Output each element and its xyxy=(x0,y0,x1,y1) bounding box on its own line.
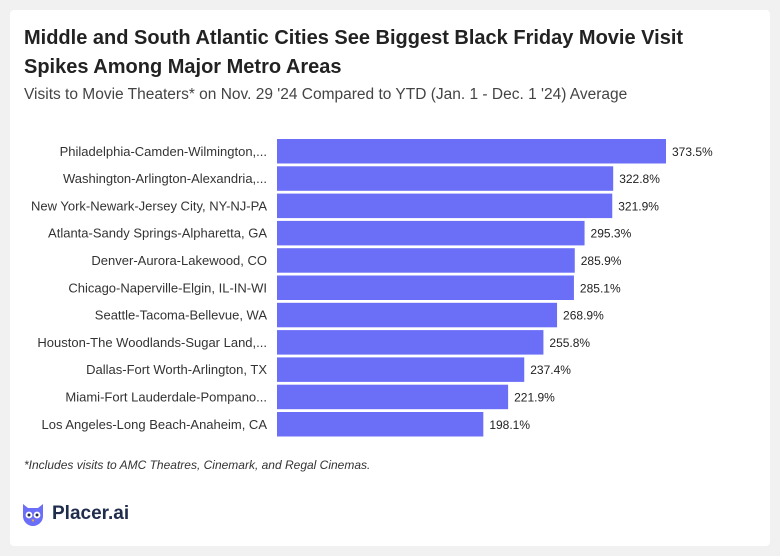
footnote: *Includes visits to AMC Theatres, Cinema… xyxy=(24,458,371,472)
bar-9 xyxy=(277,384,509,410)
value-label: 322.8% xyxy=(619,172,660,186)
category-label: Philadelphia-Camden-Wilmington,... xyxy=(60,144,267,159)
value-label: 285.9% xyxy=(581,254,622,268)
bar-4 xyxy=(277,248,575,273)
bar-2 xyxy=(277,193,613,219)
bar-0 xyxy=(277,139,666,164)
category-label: Miami-Fort Lauderdale-Pompano... xyxy=(65,389,267,404)
value-label: 285.1% xyxy=(580,281,621,295)
value-label: 198.1% xyxy=(489,418,530,432)
bar-8 xyxy=(277,357,525,382)
bar-7 xyxy=(277,330,544,355)
category-label: Chicago-Naperville-Elgin, IL-IN-WI xyxy=(68,280,267,295)
category-label: Los Angeles-Long Beach-Anaheim, CA xyxy=(42,417,268,432)
value-label: 255.8% xyxy=(549,336,590,350)
bar-chart: Philadelphia-Camden-Wilmington,... 373.5%… xyxy=(31,139,713,437)
category-label: Dallas-Fort Worth-Arlington, TX xyxy=(86,362,267,377)
value-label: 268.9% xyxy=(563,309,604,323)
chart-title: Middle and South Atlantic Cities See Big… xyxy=(24,27,684,78)
brand: Placer.ai xyxy=(20,500,129,528)
bar-1 xyxy=(277,166,614,191)
category-label: Washington-Arlington-Alexandria,... xyxy=(63,171,267,186)
brand-name: Placer.ai xyxy=(52,503,130,524)
bar-3 xyxy=(277,220,585,246)
chart-subtitle: Visits to Movie Theaters* on Nov. 29 '24… xyxy=(24,86,628,103)
category-label: Seattle-Tacoma-Bellevue, WA xyxy=(95,308,268,323)
bar-10 xyxy=(277,412,484,437)
bar-5 xyxy=(277,275,574,300)
bar-6 xyxy=(277,302,558,328)
value-label: 373.5% xyxy=(672,145,713,159)
category-label: Atlanta-Sandy Springs-Alpharetta, GA xyxy=(48,226,267,241)
category-label: New York-Newark-Jersey City, NY-NJ-PA xyxy=(31,198,267,213)
value-label: 221.9% xyxy=(514,390,555,404)
value-label: 237.4% xyxy=(530,363,571,377)
owl-icon xyxy=(23,504,43,526)
value-label: 321.9% xyxy=(618,199,659,213)
category-label: Denver-Aurora-Lakewood, CO xyxy=(91,253,267,268)
category-label: Houston-The Woodlands-Sugar Land,... xyxy=(37,335,267,350)
value-label: 295.3% xyxy=(591,227,632,241)
